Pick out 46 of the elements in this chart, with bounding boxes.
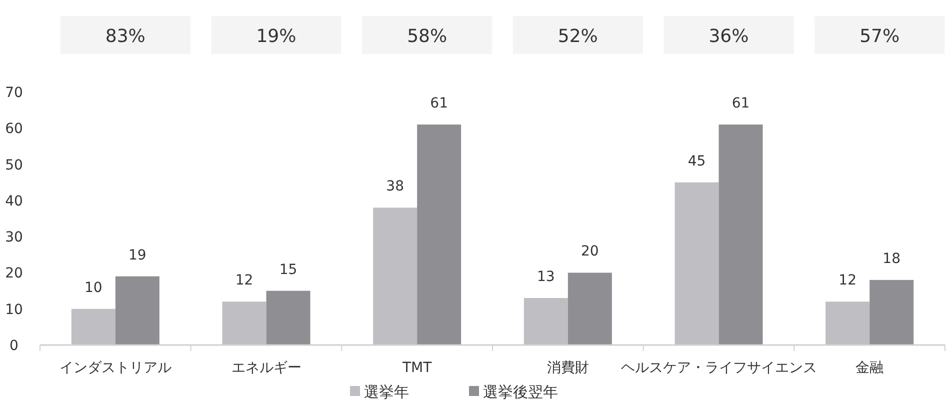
bar [826, 302, 870, 345]
data-label: 10 [84, 280, 102, 296]
data-label: 13 [537, 269, 555, 286]
bar [71, 308, 116, 345]
data-label: 61 [732, 96, 750, 112]
y-tick-label: 10 [5, 302, 23, 318]
bar [524, 298, 568, 345]
data-label: 12 [235, 272, 254, 289]
bar [115, 276, 160, 345]
y-tick-label: 60 [5, 121, 23, 138]
bar [222, 302, 266, 345]
text: 83% [105, 26, 146, 47]
bar [373, 208, 418, 345]
y-tick-label: 70 [5, 85, 23, 101]
bar [718, 124, 763, 345]
text: 58% [407, 26, 448, 47]
bar [417, 124, 462, 345]
bar [266, 290, 310, 345]
bar [870, 280, 914, 345]
x-tick-label: エネルギー [231, 360, 302, 376]
x-tick-label: TMT [401, 360, 432, 376]
data-label: 38 [386, 178, 404, 195]
data-label: 18 [882, 250, 900, 267]
data-label: 45 [688, 153, 706, 170]
y-tick-label: 40 [5, 193, 23, 210]
text: 57% [860, 26, 900, 47]
x-tick-label: 消費財 [546, 360, 589, 376]
data-label: 61 [430, 96, 448, 112]
legend-label: 選挙年 [364, 383, 409, 401]
data-label: 20 [581, 244, 599, 260]
x-tick-label: 金融 [856, 360, 884, 376]
text: 19% [256, 26, 296, 47]
x-tick-label: インダストリアル [59, 360, 172, 376]
bar [674, 182, 719, 345]
legend-label: 選挙後翌年 [483, 383, 558, 401]
data-label: 12 [838, 272, 856, 289]
text: 52% [558, 26, 598, 47]
text: 36% [708, 26, 749, 47]
y-tick-label: 30 [5, 230, 23, 246]
y-tick-label: 20 [5, 266, 23, 282]
data-label: 19 [128, 247, 146, 264]
x-tick-label: ヘルスケア・ライフサイエンス [620, 360, 817, 376]
y-tick-label: 0 [10, 338, 18, 354]
y-tick-label: 50 [5, 157, 23, 174]
data-label: 15 [279, 262, 298, 278]
bar [568, 272, 612, 345]
